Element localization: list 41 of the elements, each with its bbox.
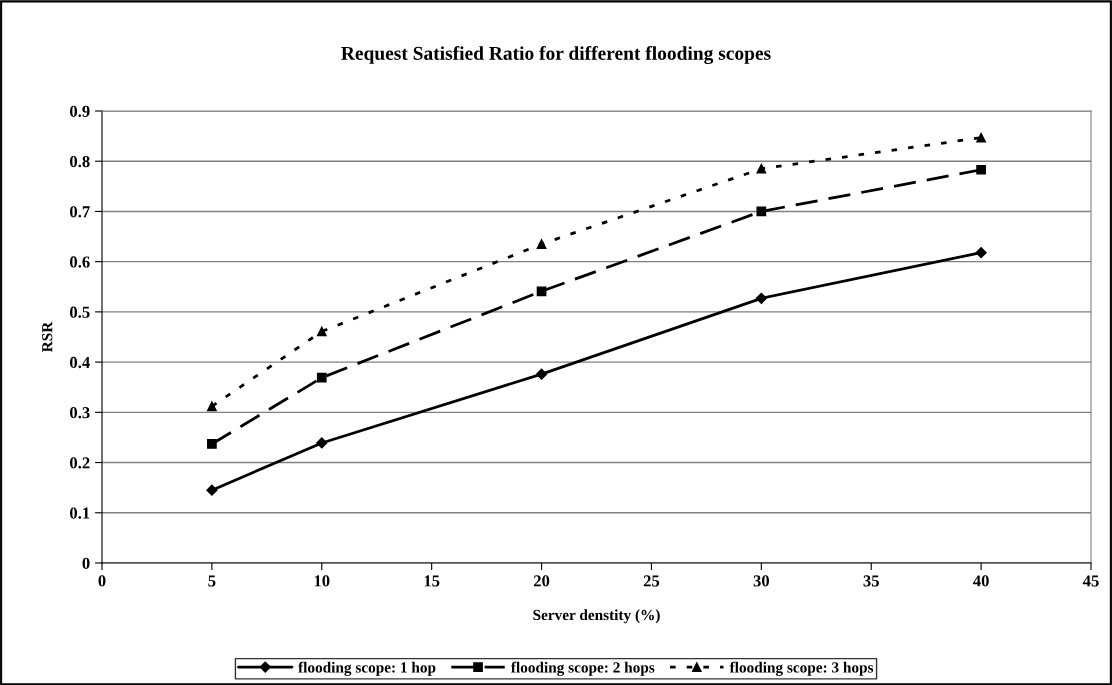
point <box>976 132 986 143</box>
point <box>755 292 767 304</box>
y-tick-label: 0.7 <box>70 206 90 218</box>
x-tick-label: 15 <box>424 575 440 587</box>
x-tick-label: 35 <box>863 575 879 587</box>
point <box>316 326 327 337</box>
x-tick-label: 20 <box>533 575 550 587</box>
y-tick-label: 0.1 <box>70 507 90 519</box>
point <box>976 164 986 175</box>
point <box>535 368 548 380</box>
x-tick-label: 10 <box>314 575 330 587</box>
x-axis-title: Server denstity (%) <box>533 609 660 624</box>
point <box>316 372 327 383</box>
y-tick-label: 0.2 <box>70 457 90 469</box>
x-tick-label: 0 <box>98 575 106 587</box>
y-tick-label: 0.5 <box>70 306 90 318</box>
y-axis-title: RSR <box>42 321 53 353</box>
point <box>207 439 217 449</box>
point <box>206 484 218 496</box>
y-tick-label: 0.8 <box>70 155 90 168</box>
chart-title: Request Satisfied Ratio for different flooding scopes <box>341 46 771 64</box>
y-tick-label: 0.9 <box>70 105 90 118</box>
x-tick-label: 30 <box>753 575 770 587</box>
point <box>536 286 547 297</box>
legend-label: flooding scope: 1 hop <box>298 661 436 676</box>
point <box>975 247 987 259</box>
x-tick-label: 5 <box>208 575 216 587</box>
x-tick-label: 40 <box>973 575 989 587</box>
x-tick-label: 45 <box>1082 575 1099 587</box>
x-tick-label: 25 <box>643 575 660 587</box>
point <box>316 437 328 449</box>
point <box>756 163 767 174</box>
y-tick-label: 0.3 <box>70 407 90 419</box>
legend-label: flooding scope: 2 hops <box>510 661 655 676</box>
legend-label: flooding scope: 3 hops <box>729 661 874 676</box>
point <box>536 239 547 249</box>
y-tick-label: 0.4 <box>70 356 90 369</box>
point <box>207 401 217 412</box>
y-tick-label: 0 <box>82 557 90 569</box>
point <box>756 206 767 217</box>
y-tick-label: 0.6 <box>70 256 90 268</box>
